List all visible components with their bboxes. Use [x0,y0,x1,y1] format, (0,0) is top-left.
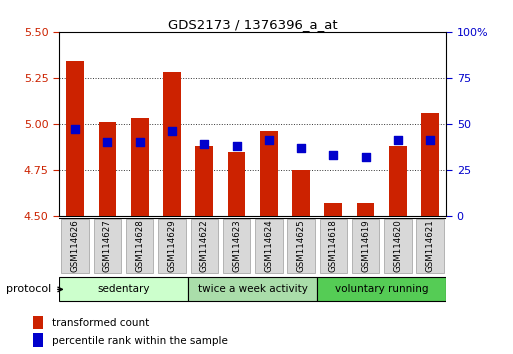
Text: GSM114624: GSM114624 [264,219,273,273]
FancyBboxPatch shape [223,219,250,273]
Text: twice a week activity: twice a week activity [198,284,308,294]
FancyBboxPatch shape [126,219,153,273]
Bar [260,131,278,216]
Point [362,154,370,160]
FancyBboxPatch shape [158,219,186,273]
Text: GSM114619: GSM114619 [361,220,370,272]
Point [232,143,241,149]
FancyBboxPatch shape [62,219,89,273]
Point [265,138,273,143]
Text: GSM114626: GSM114626 [71,219,80,273]
Bar [324,203,342,216]
FancyBboxPatch shape [59,278,188,301]
Text: percentile rank within the sample: percentile rank within the sample [52,336,228,346]
Bar [389,146,407,216]
Bar [131,118,149,216]
Text: protocol: protocol [6,284,51,295]
Text: GSM114620: GSM114620 [393,219,402,273]
FancyBboxPatch shape [188,278,317,301]
Bar [421,113,439,216]
Bar [66,61,84,216]
FancyBboxPatch shape [417,219,444,273]
Bar [292,170,310,216]
Point [394,138,402,143]
FancyBboxPatch shape [94,219,121,273]
Text: GSM114627: GSM114627 [103,219,112,273]
Point [103,139,111,145]
Bar [195,146,213,216]
FancyBboxPatch shape [317,278,446,301]
Point [297,145,305,151]
FancyBboxPatch shape [352,219,379,273]
Text: GSM114621: GSM114621 [426,219,435,273]
Text: sedentary: sedentary [97,284,150,294]
Text: transformed count: transformed count [52,318,149,328]
Title: GDS2173 / 1376396_a_at: GDS2173 / 1376396_a_at [168,18,338,31]
Text: GSM114625: GSM114625 [297,219,306,273]
FancyBboxPatch shape [320,219,347,273]
Point [426,138,435,143]
Bar [228,152,245,216]
Bar [357,203,374,216]
FancyBboxPatch shape [287,219,315,273]
Bar [33,333,43,347]
Text: GSM114622: GSM114622 [200,219,209,273]
Point [200,141,208,147]
Text: GSM114618: GSM114618 [329,219,338,273]
Bar [33,316,43,329]
FancyBboxPatch shape [255,219,283,273]
Text: voluntary running: voluntary running [335,284,428,294]
Text: GSM114623: GSM114623 [232,219,241,273]
Point [168,129,176,134]
Text: GSM114629: GSM114629 [167,220,176,272]
Point [135,139,144,145]
Bar [98,122,116,216]
FancyBboxPatch shape [190,219,218,273]
Point [329,152,338,158]
Bar [163,72,181,216]
Text: GSM114628: GSM114628 [135,219,144,273]
FancyBboxPatch shape [384,219,411,273]
Point [71,127,79,132]
